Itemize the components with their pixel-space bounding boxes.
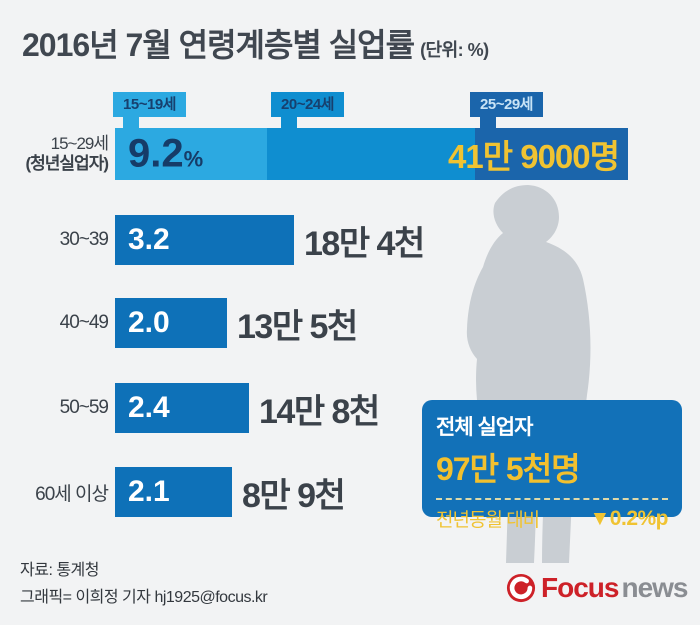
bar-row-youth: 15~29세 (청년실업자) 9.2% 41만 9000명 — [0, 128, 628, 180]
comparison-value: ▼0.2%p — [589, 506, 669, 530]
bar-segment-20-24 — [266, 128, 476, 180]
count-value-youth: 41만 9000명 — [447, 138, 620, 175]
row-label: 30~39 — [59, 229, 109, 250]
bar-50s: 2.4 — [115, 383, 249, 433]
logo-text-focus: Focus — [541, 572, 619, 603]
bar-row-40s: 40~49 2.0 13만 5천 — [0, 298, 358, 348]
count-value: 18만 4천 — [304, 224, 425, 263]
bar-row-60plus: 60세 이상 2.1 8만 9천 — [0, 467, 346, 517]
total-box-comparison: 전년동월 대비 ▼0.2%p — [436, 505, 669, 532]
credit-note: 그래픽= 이희정 기자 hj1925@focus.kr — [20, 589, 268, 606]
age-tab-15-19: 15~19세 — [113, 92, 186, 129]
bar-40s: 2.0 — [115, 298, 227, 348]
row-label: 50~59 — [59, 397, 109, 418]
age-tab-label: 25~29세 — [480, 96, 533, 113]
row-label-youth: 15~29세 (청년실업자) — [0, 134, 115, 174]
bar-row-50s: 50~59 2.4 14만 8천 — [0, 383, 380, 433]
age-tab-label: 20~24세 — [281, 96, 334, 113]
focus-news-icon — [506, 573, 536, 603]
total-unemployed-box: 전체 실업자 97만 5천명 전년동월 대비 ▼0.2%p — [422, 400, 682, 531]
count-value: 14만 8천 — [259, 392, 380, 431]
rate-value: 2.1 — [128, 475, 170, 508]
age-tab-label: 15~19세 — [123, 96, 176, 113]
total-box-title: 전체 실업자 — [436, 416, 533, 439]
row-label-sub: (청년실업자) — [25, 154, 109, 173]
row-label-main: 15~29세 — [50, 134, 109, 153]
count-value: 8만 9천 — [242, 476, 346, 515]
unit-label: (단위: %) — [420, 40, 489, 60]
age-tab-20-24: 20~24세 — [271, 92, 344, 129]
bar-row-30s: 30~39 3.2 18만 4천 — [0, 215, 425, 265]
total-box-value: 97만 5천명 — [436, 451, 581, 487]
bar-30s: 3.2 — [115, 215, 294, 265]
rate-value-youth: 9.2% — [128, 131, 204, 176]
source-note: 자료: 통계청 — [20, 562, 100, 579]
comparison-label: 전년동월 대비 — [436, 510, 540, 531]
tab-connector — [480, 117, 496, 129]
row-label: 40~49 — [59, 312, 109, 333]
rate-value: 2.0 — [128, 306, 170, 339]
bar-youth: 9.2% 41만 9000명 — [115, 128, 628, 180]
focus-news-logo: Focus news — [506, 572, 689, 604]
row-label: 60세 이상 — [35, 483, 109, 505]
tab-connector — [123, 117, 139, 129]
tab-connector — [281, 117, 297, 129]
dashed-divider — [436, 498, 668, 500]
rate-value: 2.4 — [128, 391, 170, 424]
bar-segment-15-19 — [115, 128, 267, 180]
title-text: 2016년 7월 연령계층별 실업률 — [22, 27, 415, 63]
age-tab-25-29: 25~29세 — [470, 92, 543, 129]
count-value: 13만 5천 — [237, 307, 358, 346]
bar-60plus: 2.1 — [115, 467, 232, 517]
rate-value: 3.2 — [128, 223, 170, 256]
bar-segment-25-29 — [475, 128, 628, 180]
page-title: 2016년 7월 연령계층별 실업률 (단위: %) — [22, 20, 489, 66]
logo-text-news: news — [621, 572, 688, 603]
